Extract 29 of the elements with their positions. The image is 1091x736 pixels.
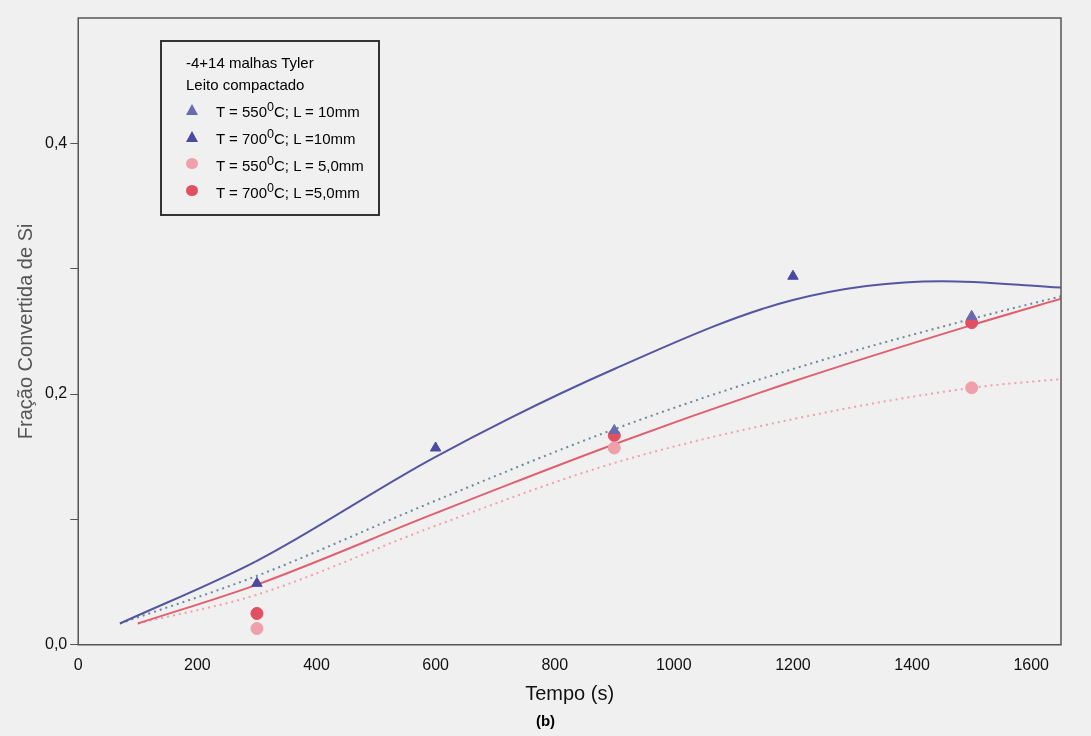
x-tick-label: 1600 (1013, 655, 1050, 673)
x-axis-title: Tempo (s) (525, 681, 615, 704)
x-tick-label: 1000 (656, 655, 692, 673)
x-tick-label: 1200 (775, 655, 811, 673)
x-tick-label: 200 (184, 655, 211, 673)
legend-label: T = 550$^{0}$C; L = 5,0mm (216, 153, 364, 176)
x-tick-label: 0 (73, 655, 83, 673)
legend-label: T = 700$^{0}$C; L =5,0mm (216, 180, 360, 203)
text: (b) (534, 712, 557, 729)
y-tick-label: 0,2 (44, 384, 68, 402)
x-tick-label: 800 (541, 655, 569, 673)
x-tick-label: 400 (303, 655, 330, 673)
point (607, 441, 621, 455)
point (251, 576, 263, 587)
point (787, 269, 799, 280)
y-axis-title: Fração Convertida de Si (13, 223, 36, 440)
point (965, 381, 979, 395)
y-tick-label: 0,0 (44, 635, 68, 653)
legend-label: T = 550$^{0}$C; L = 10mm (216, 99, 360, 122)
x-tick-label: 1400 (894, 655, 930, 673)
x-tick-label: 600 (422, 655, 450, 673)
point (965, 309, 978, 320)
point (250, 606, 264, 620)
y-tick-label: 0,4 (44, 133, 68, 151)
legend-label: T = 700$^{0}$C; L =10mm (216, 126, 356, 149)
point (608, 423, 620, 434)
point (250, 622, 264, 635)
legend-title: -4+14 malhas Tyler Leito compactado (186, 53, 315, 95)
point (429, 441, 442, 452)
